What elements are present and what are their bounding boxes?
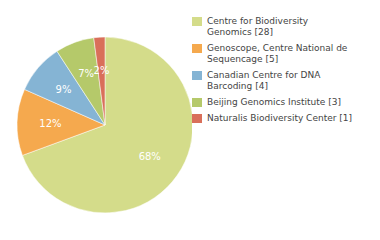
- html-text:Beijing Genomics Institute [3]: Beijing Genomics Institute [3]: [207, 97, 341, 107]
- svg-text:9%: 9%: [56, 84, 72, 95]
- html-text:Naturalis Biodiversity Center: Naturalis Biodiversity Center [1]: [207, 113, 352, 123]
- html-text:Canadian Centre for DNA Barcod: Canadian Centre for DNA Barcoding [4]: [207, 70, 321, 91]
- html-text:Centre for Biodiversity Genomi: Centre for Biodiversity Genomics [28]: [207, 16, 309, 37]
- svg-text:12%: 12%: [39, 118, 61, 129]
- html-text:Genoscope, Centre National de: Genoscope, Centre National de Sequencage…: [207, 43, 348, 64]
- svg-text:7%: 7%: [78, 68, 94, 79]
- svg-text:2%: 2%: [94, 65, 110, 76]
- svg-text:68%: 68%: [139, 151, 161, 162]
